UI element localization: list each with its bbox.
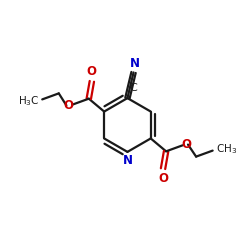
Text: H$_3$C: H$_3$C xyxy=(18,94,39,108)
Text: N: N xyxy=(130,58,140,70)
Text: N: N xyxy=(122,154,132,167)
Text: O: O xyxy=(63,99,73,112)
Text: O: O xyxy=(86,66,96,78)
Text: C: C xyxy=(129,83,137,93)
Text: O: O xyxy=(181,138,191,151)
Text: O: O xyxy=(158,172,168,184)
Text: CH$_3$: CH$_3$ xyxy=(216,142,237,156)
